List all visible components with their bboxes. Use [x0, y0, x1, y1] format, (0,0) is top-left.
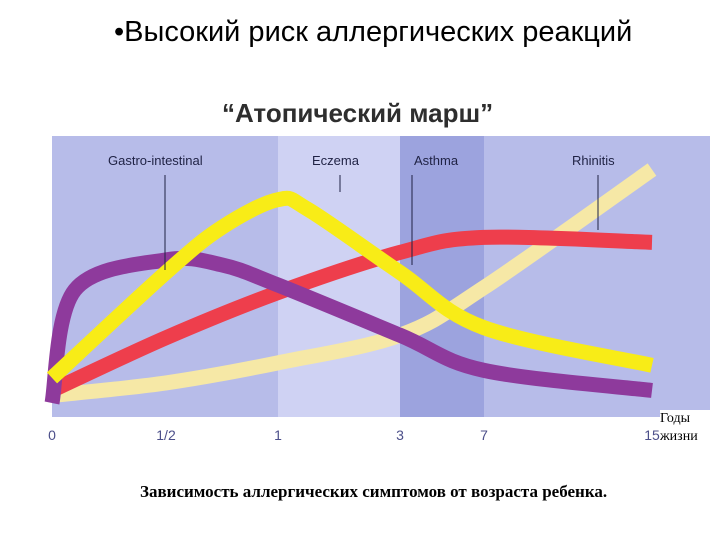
x-axis-ticks: 0 1/2 1 3 7 15 [48, 427, 660, 443]
series-label-eczema: Eczema [312, 153, 360, 168]
x-tick-label: 7 [480, 427, 488, 443]
x-tick-label: 15 [644, 427, 660, 443]
x-tick-label: 1 [274, 427, 282, 443]
figure-caption: Зависимость аллергических симптомов от в… [140, 482, 608, 501]
x-tick-label: 0 [48, 427, 56, 443]
x-axis-label-line1: Годы [660, 411, 690, 426]
x-tick-label: 1/2 [156, 427, 176, 443]
series-gastro-intestinal-line [44, 250, 653, 405]
series-lines [44, 163, 657, 405]
series-label-asthma: Asthma [414, 153, 459, 168]
series-label-rhinitis: Rhinitis [572, 153, 615, 168]
series-rhinitis-line [51, 163, 657, 403]
series-asthma-line [48, 229, 653, 398]
slide-bullet-text: •Высокий риск аллергических реакций [114, 16, 633, 48]
chart-title: “Атопический марш” [222, 98, 494, 128]
series-labels: Gastro-intestinal Eczema Asthma Rhinitis [108, 153, 615, 270]
series-eczema-line [46, 190, 654, 384]
x-axis-label: Годы жизни [660, 410, 718, 446]
x-axis-label-line2: жизни [660, 429, 698, 444]
x-tick-label: 3 [396, 427, 404, 443]
series-label-gastro-intestinal: Gastro-intestinal [108, 153, 203, 168]
